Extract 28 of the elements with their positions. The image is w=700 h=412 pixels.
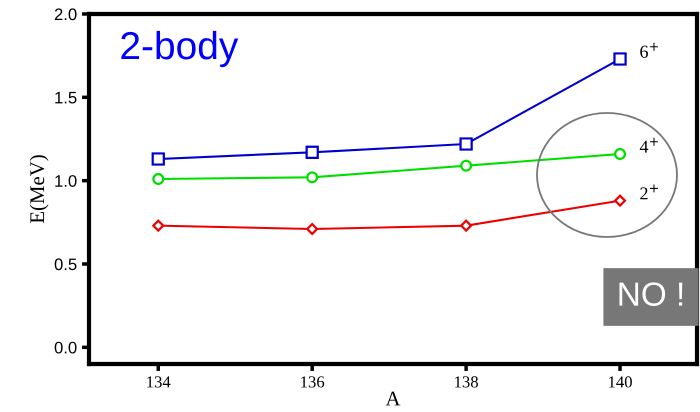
x-tick-label: 140: [609, 376, 632, 388]
annotation: NO !: [619, 282, 682, 306]
y-tick-label: 1.5: [55, 92, 76, 104]
y-tick-label: 2.0: [54, 8, 77, 20]
point: [460, 220, 472, 232]
point: [152, 220, 164, 232]
y-tick-label: 0.5: [54, 258, 76, 270]
series-label: 4$^{+}$: [640, 138, 658, 153]
point: [459, 137, 473, 151]
x-tick-label: 138: [455, 376, 478, 388]
point: [152, 173, 164, 185]
x-tick-label: 136: [301, 376, 324, 388]
y-tick-label: 0.0: [54, 342, 77, 354]
point: [152, 152, 165, 166]
x-tick-label: 134: [147, 376, 171, 388]
point: [614, 194, 626, 207]
y-axis-title: E(MeV): [30, 155, 48, 224]
point: [306, 222, 318, 236]
point: [614, 148, 626, 160]
annotation: 2-body: [121, 30, 238, 68]
point: [306, 171, 318, 184]
point: [306, 146, 319, 159]
series-label: 6$^{+}$: [640, 42, 658, 58]
point: [613, 52, 627, 66]
series-label: 2$^{+}$: [640, 184, 658, 200]
y-tick-label: 1.0: [55, 175, 77, 187]
x-axis-title: A: [386, 392, 400, 406]
point: [460, 160, 472, 172]
